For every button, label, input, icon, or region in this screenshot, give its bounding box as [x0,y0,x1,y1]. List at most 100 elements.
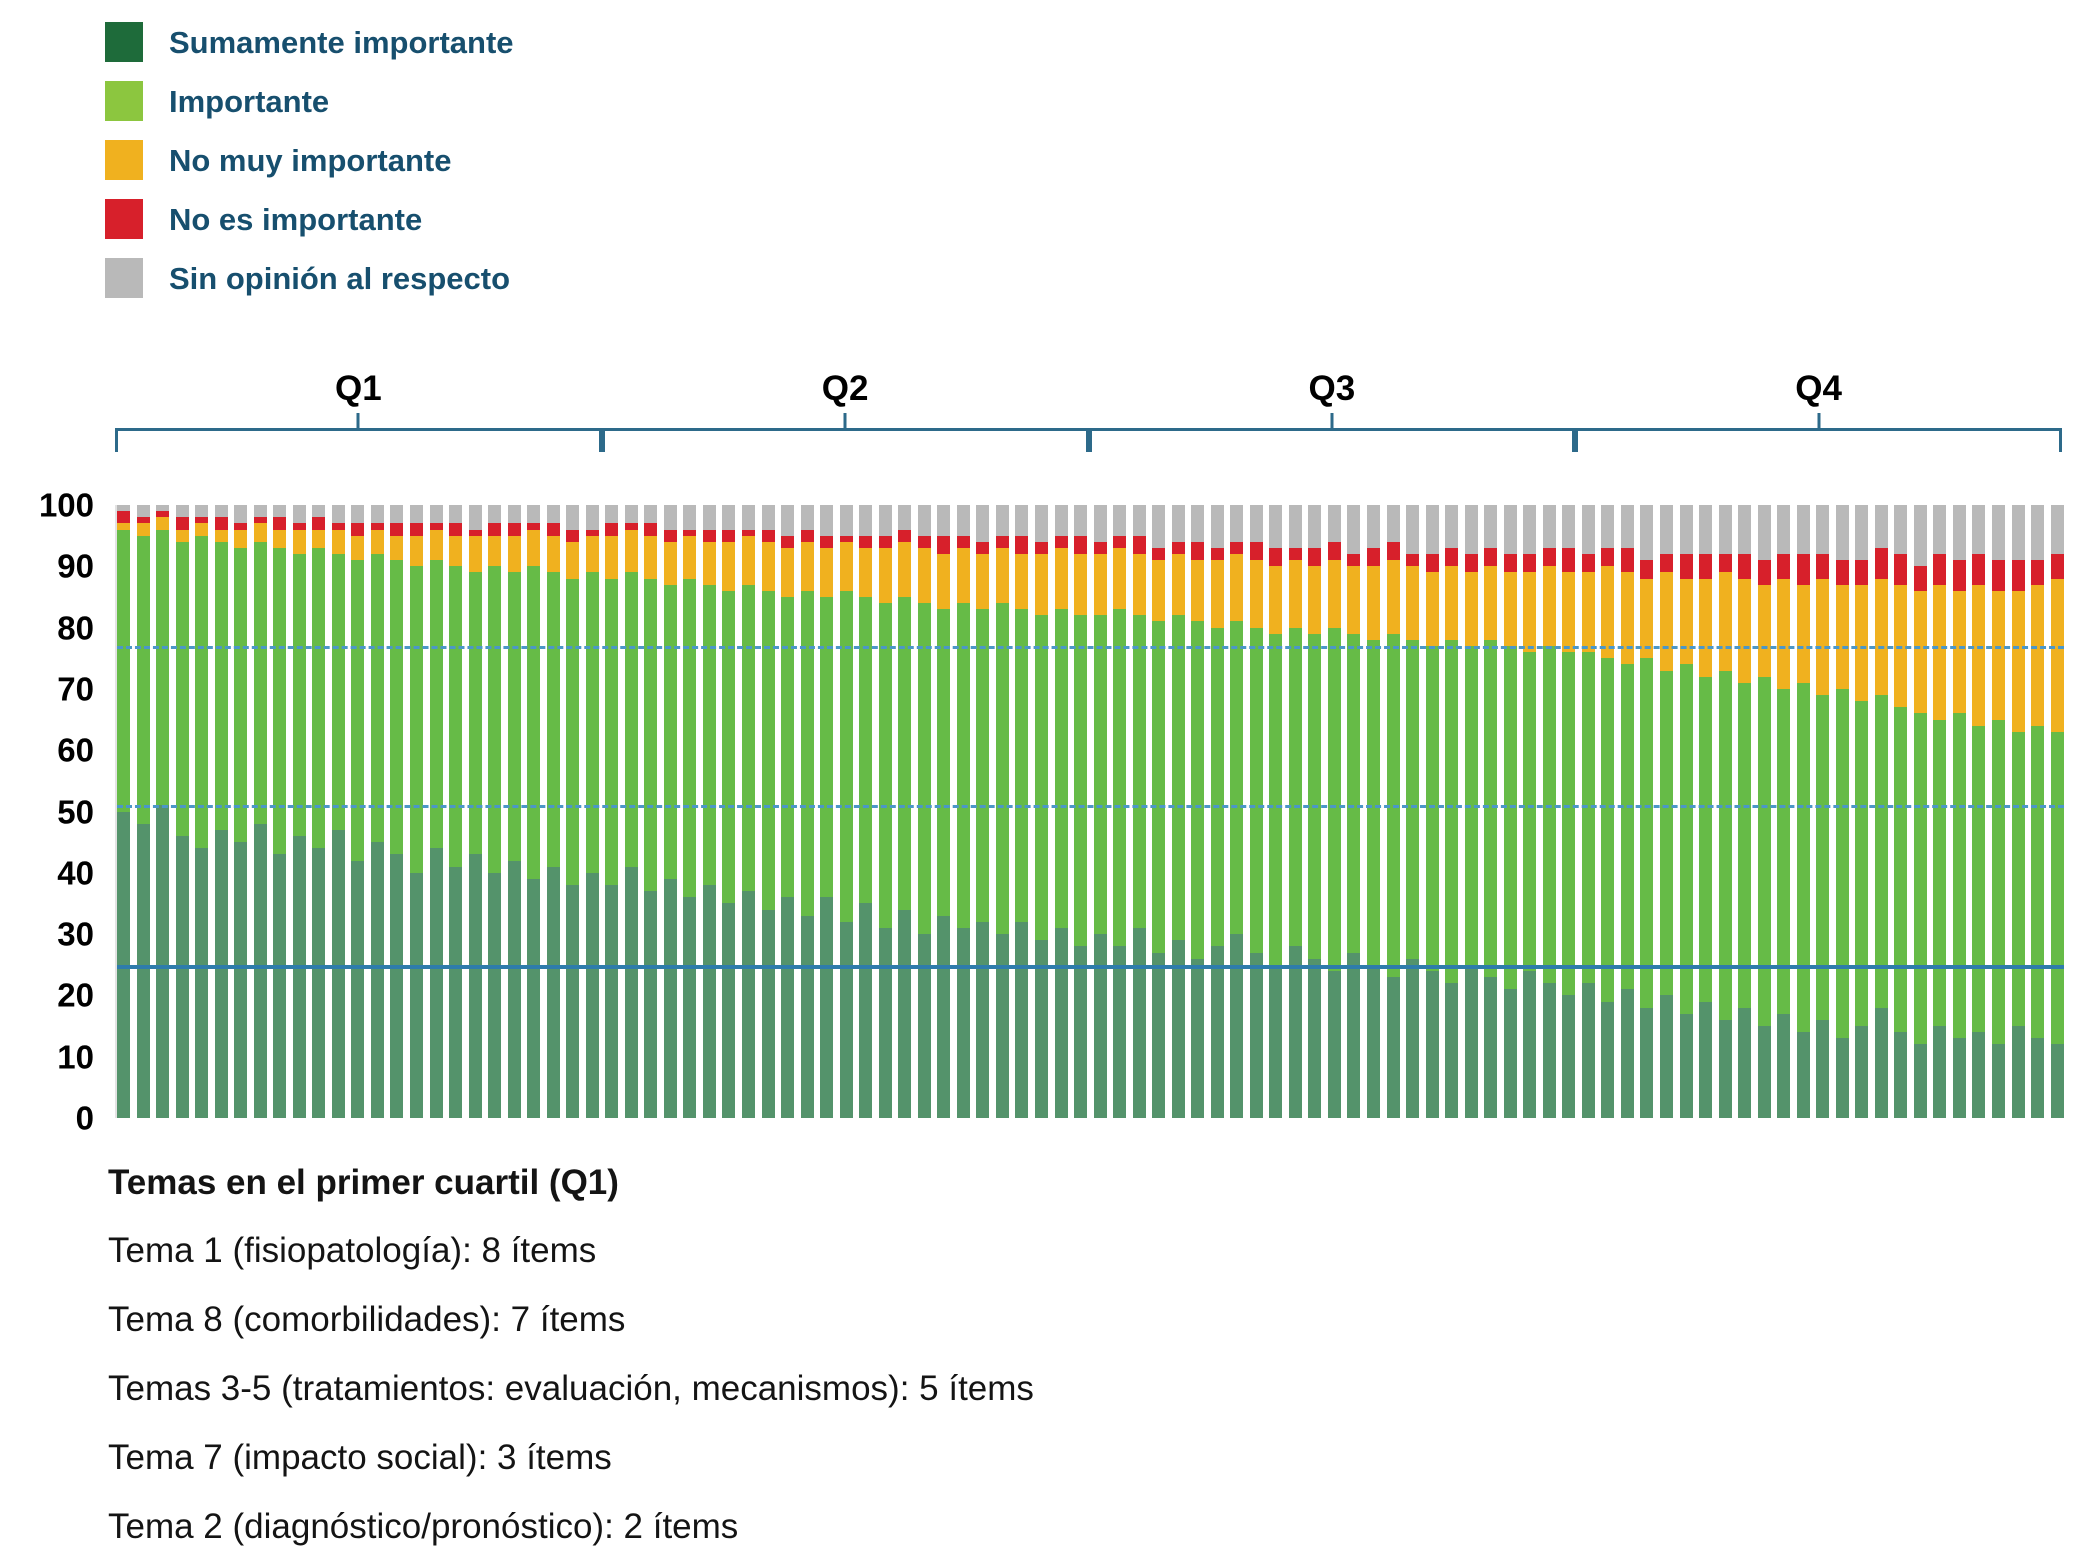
bar-segment-1 [1288,946,1302,1118]
bar-segment-2 [1484,639,1498,978]
bar-segment-2 [644,578,658,892]
bar-segment-4 [1093,541,1107,555]
bar-segment-1 [761,909,775,1118]
bar-segment-4 [1464,554,1478,573]
bar-segment-5 [1855,505,1869,561]
stacked-bar [1074,505,1088,1118]
bar-segment-5 [488,505,502,524]
bar-segment-1 [331,829,345,1118]
bar-segment-3 [214,529,228,542]
bar-segment-1 [234,842,248,1118]
bar-segment-4 [1015,535,1029,555]
bar-segment-2 [156,529,170,806]
bar-segment-2 [1952,713,1966,1039]
stacked-bar [761,505,775,1118]
bar-segment-3 [390,535,404,561]
bar-segment-3 [1562,572,1576,653]
bar-segment-4 [1913,566,1927,591]
bar-segment-3 [1757,584,1771,677]
bar-segment-5 [546,505,560,524]
bar-segment-3 [2011,590,2025,732]
stacked-bar [1523,505,1537,1118]
bar-segment-4 [1933,554,1947,585]
bar-segment-3 [976,554,990,610]
y-tick-label: 20 [57,976,94,1014]
bar-segment-4 [1952,560,1966,591]
bar-segment-5 [214,505,228,518]
bar-segment-4 [175,517,189,530]
bar-segment-5 [820,505,834,536]
bar-segment-4 [370,523,384,530]
stacked-bar [800,505,814,1118]
bar-segment-2 [234,547,248,843]
bar-segment-2 [1406,639,1420,959]
bar-segment-1 [1054,927,1068,1118]
bar-segment-1 [1015,921,1029,1118]
bar-segment-4 [1054,535,1068,548]
stacked-bar [156,505,170,1118]
stacked-bar [1777,505,1791,1118]
bar-segment-2 [1562,652,1576,996]
bar-segment-2 [1503,646,1517,990]
bar-segment-2 [722,590,736,904]
bar-segment-3 [644,535,658,579]
bar-segment-1 [566,885,580,1118]
bar-segment-3 [956,547,970,604]
bar-segment-4 [1659,554,1673,573]
stacked-bar [937,505,951,1118]
bar-segment-2 [195,535,209,849]
bar-segment-1 [898,909,912,1118]
bar-segment-1 [136,823,150,1118]
bar-segment-1 [1523,970,1537,1118]
bar-segment-4 [1757,560,1771,585]
note-line: Tema 1 (fisiopatología): 8 ítems [108,1231,597,1270]
bar-segment-4 [742,529,755,536]
bar-segment-4 [1874,547,1888,579]
bar-segment-3 [1386,560,1400,634]
bar-segment-4 [1034,541,1048,555]
bar-segment-3 [683,535,697,579]
stacked-bar [566,505,580,1118]
bar-segment-4 [214,517,228,530]
bar-segment-5 [1699,505,1713,555]
bar-segment-5 [117,505,130,512]
bar-segment-3 [624,529,638,573]
bar-segment-3 [1855,584,1869,702]
y-tick-label: 40 [57,854,94,892]
bar-segment-4 [1445,547,1459,567]
bar-segment-1 [1445,983,1459,1118]
bar-segment-3 [839,541,853,591]
bar-segment-2 [956,603,970,928]
bar-segment-5 [409,505,423,524]
bar-segment-2 [1425,646,1439,971]
bar-segment-4 [1777,554,1791,579]
bar-segment-4 [1230,541,1244,555]
bar-segment-2 [1659,670,1673,996]
bar-segment-4 [702,529,716,542]
bar-segment-2 [1874,695,1888,1008]
bar-segment-1 [878,927,892,1118]
bar-segment-3 [1523,572,1537,653]
legend-label: Sumamente importante [169,24,514,60]
stacked-bar [1093,505,1107,1118]
stacked-bar [1679,505,1693,1118]
bar-segment-5 [1308,505,1322,548]
bar-segment-5 [1288,505,1302,548]
bar-segment-3 [468,535,482,573]
bar-segment-1 [1952,1038,1966,1118]
bar-segment-4 [1308,547,1322,567]
bar-segment-5 [1093,505,1107,542]
bar-segment-2 [1796,682,1810,1033]
stacked-bar [917,505,931,1118]
bar-segment-2 [351,560,365,861]
stacked-bar [1347,505,1361,1118]
bar-segment-1 [1113,946,1127,1118]
bar-segment-5 [1386,505,1400,542]
bar-segment-4 [781,535,795,548]
stacked-bar [605,505,619,1118]
bar-segment-4 [1269,547,1283,567]
legend-swatch-icon [105,258,143,298]
bar-segment-2 [273,547,287,855]
bar-segment-4 [1620,547,1634,573]
quartile-label: Q4 [1795,369,1842,408]
